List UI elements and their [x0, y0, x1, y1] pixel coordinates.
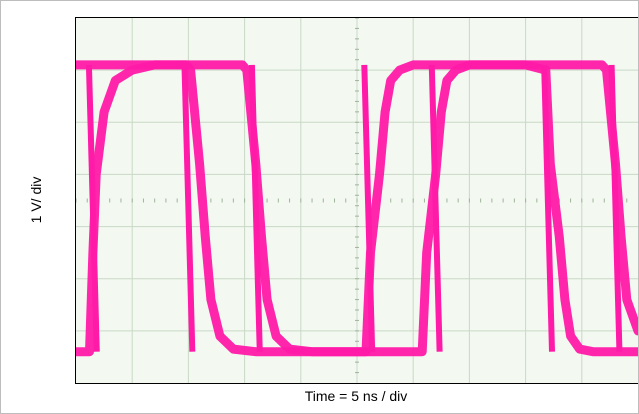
- falling-edge: [608, 64, 623, 352]
- falling-edge: [541, 64, 556, 352]
- falling-edge: [181, 64, 196, 352]
- trace-line-2: [76, 60, 638, 357]
- eye-diagram-plot: [76, 18, 638, 383]
- x-axis-label: Time = 5 ns / div: [304, 388, 408, 404]
- falling-edge: [85, 64, 100, 352]
- falling-edge: [428, 64, 443, 352]
- falling-edge: [361, 64, 376, 352]
- scope-display: [75, 17, 638, 384]
- y-axis-label: 1 V/ div: [28, 176, 44, 224]
- falling-edge: [248, 64, 263, 352]
